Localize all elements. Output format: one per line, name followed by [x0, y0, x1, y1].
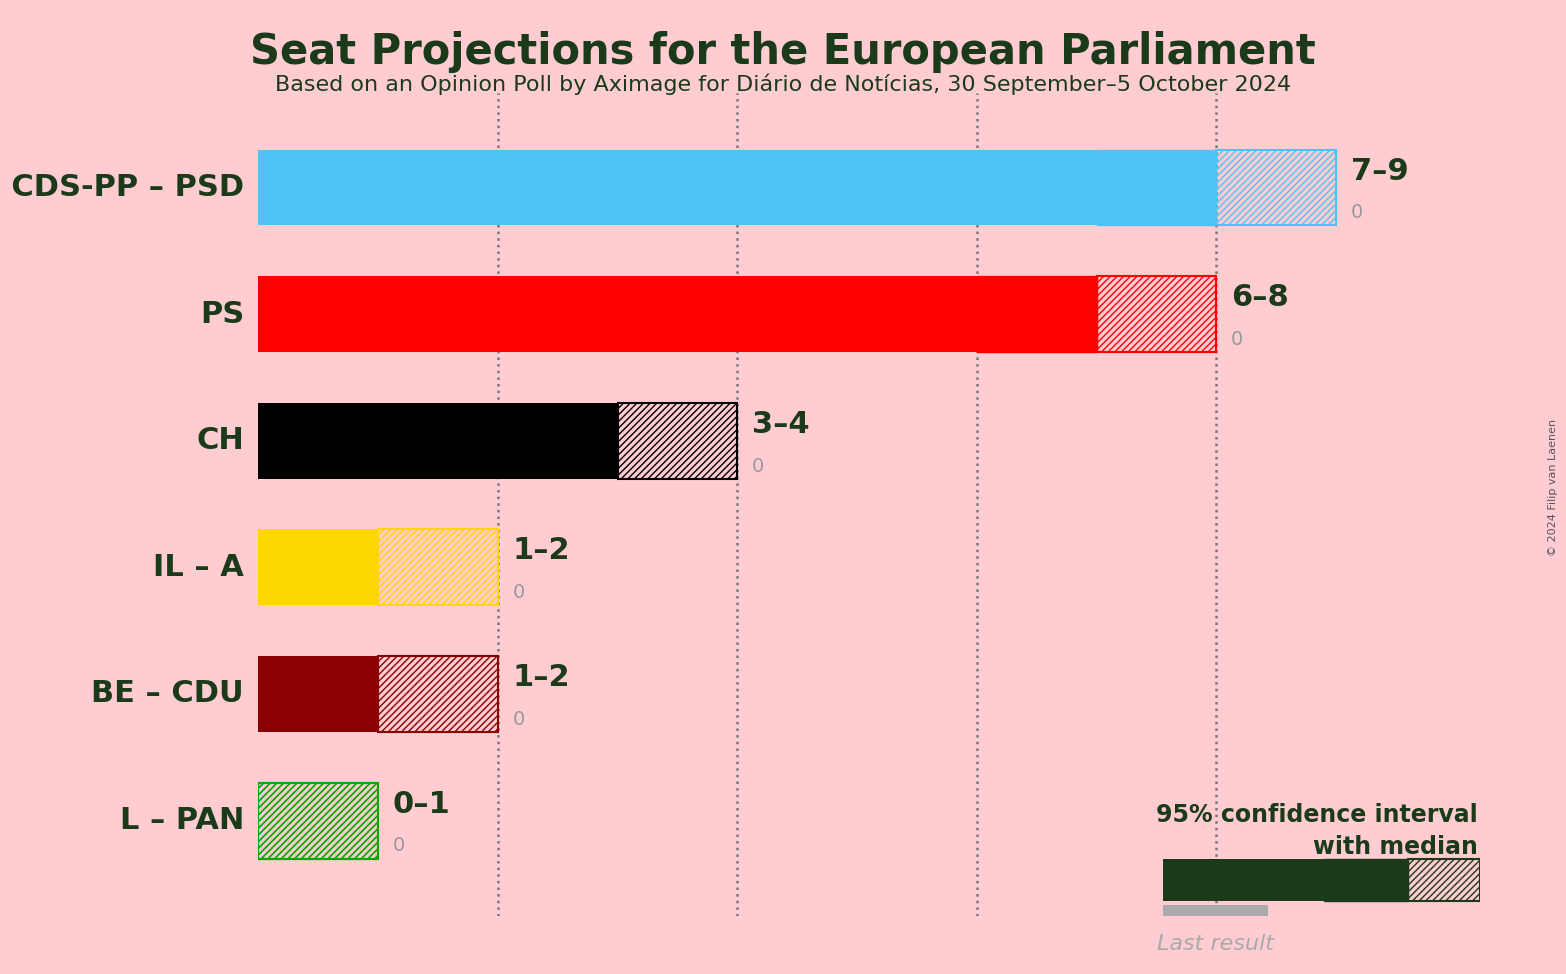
Bar [258, 529, 377, 605]
Bar [258, 276, 977, 352]
Text: 0: 0 [512, 583, 525, 602]
Text: Seat Projections for the European Parliament: Seat Projections for the European Parlia… [251, 31, 1315, 73]
Text: CH: CH [196, 427, 244, 455]
Text: 0: 0 [1231, 330, 1243, 349]
Text: AD – CDS-PP – PSD: AD – CDS-PP – PSD [0, 173, 244, 202]
Bar [258, 149, 1096, 225]
Text: Based on an Opinion Poll by Aximage for Diário de Notícias, 30 September–5 Octob: Based on an Opinion Poll by Aximage for … [276, 73, 1290, 94]
Bar [1408, 859, 1480, 901]
Bar [377, 656, 498, 732]
Bar [377, 529, 498, 605]
Text: 0: 0 [512, 710, 525, 729]
Text: BE – CDU: BE – CDU [91, 680, 244, 708]
Bar [1162, 859, 1325, 901]
Text: 1–2: 1–2 [512, 537, 570, 565]
Text: IL – A: IL – A [153, 553, 244, 581]
Text: © 2024 Filip van Laenen: © 2024 Filip van Laenen [1549, 419, 1558, 555]
Bar [1325, 859, 1408, 901]
Bar [258, 402, 617, 478]
Text: PS: PS [200, 300, 244, 328]
Bar [977, 276, 1096, 352]
Bar [1217, 149, 1336, 225]
Bar [258, 782, 377, 859]
Bar [258, 656, 377, 732]
Text: 1–2: 1–2 [512, 663, 570, 692]
Text: 0: 0 [1350, 204, 1362, 222]
Bar [617, 402, 738, 478]
Text: L – PAN: L – PAN [119, 806, 244, 835]
Text: 0: 0 [393, 837, 404, 855]
Text: 6–8: 6–8 [1231, 283, 1289, 312]
Text: 0: 0 [752, 457, 764, 475]
Text: 7–9: 7–9 [1350, 157, 1408, 185]
Bar [258, 782, 377, 859]
Bar [1096, 276, 1217, 352]
Text: 3–4: 3–4 [752, 410, 810, 438]
Text: 0–1: 0–1 [393, 790, 451, 818]
Text: with median: with median [1312, 835, 1477, 859]
Bar [1096, 149, 1217, 225]
Text: 95% confidence interval: 95% confidence interval [1156, 803, 1477, 827]
Bar [1162, 905, 1267, 929]
Text: Last result: Last result [1157, 934, 1273, 954]
